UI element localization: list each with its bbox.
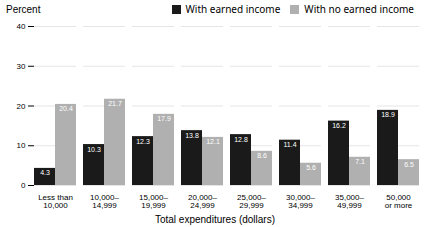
html-text:Total expenditures (dollars): Total expenditures (dollars) — [155, 214, 275, 225]
svg-text:7.1: 7.1 — [355, 158, 365, 165]
svg-text:25,000–29,999: 25,000–29,999 — [237, 193, 266, 210]
html-text:With no earned income: With no earned income — [304, 2, 414, 16]
svg-text:20.4: 20.4 — [59, 105, 73, 112]
html-text:Percent: Percent — [6, 3, 41, 15]
svg-text:30,000–34,999: 30,000–34,999 — [286, 193, 315, 210]
svg-text:5.6: 5.6 — [306, 164, 316, 171]
svg-text:4.3: 4.3 — [40, 169, 50, 176]
svg-text:Less than10,000: Less than10,000 — [38, 193, 73, 210]
svg-text:10.3: 10.3 — [87, 146, 101, 153]
svg-text:8.6: 8.6 — [257, 152, 267, 159]
svg-text:12.8: 12.8 — [234, 136, 248, 143]
svg-text:12.1: 12.1 — [206, 138, 220, 145]
svg-text:11.4: 11.4 — [283, 141, 296, 148]
svg-text:20: 20 — [17, 102, 26, 111]
svg-text:6.5: 6.5 — [404, 161, 414, 168]
svg-text:13.8: 13.8 — [185, 132, 199, 139]
svg-text:17.9: 17.9 — [157, 115, 171, 122]
svg-text:10: 10 — [17, 141, 26, 150]
svg-text:20,000–24,999: 20,000–24,999 — [188, 193, 217, 210]
svg-text:16.2: 16.2 — [332, 122, 346, 129]
svg-text:35,000–49,999: 35,000–49,999 — [335, 193, 364, 210]
svg-text:0: 0 — [21, 181, 26, 190]
svg-text:30: 30 — [17, 62, 26, 71]
svg-text:18.9: 18.9 — [381, 111, 395, 118]
svg-text:15,000–19,999: 15,000–19,999 — [139, 193, 168, 210]
svg-text:50,000or more: 50,000or more — [385, 193, 413, 210]
svg-text:21.7: 21.7 — [108, 100, 122, 107]
svg-text:40: 40 — [17, 22, 26, 31]
html-text:With earned income: With earned income — [185, 2, 281, 16]
svg-text:12.3: 12.3 — [136, 138, 150, 145]
svg-text:10,000–14,999: 10,000–14,999 — [90, 193, 119, 210]
